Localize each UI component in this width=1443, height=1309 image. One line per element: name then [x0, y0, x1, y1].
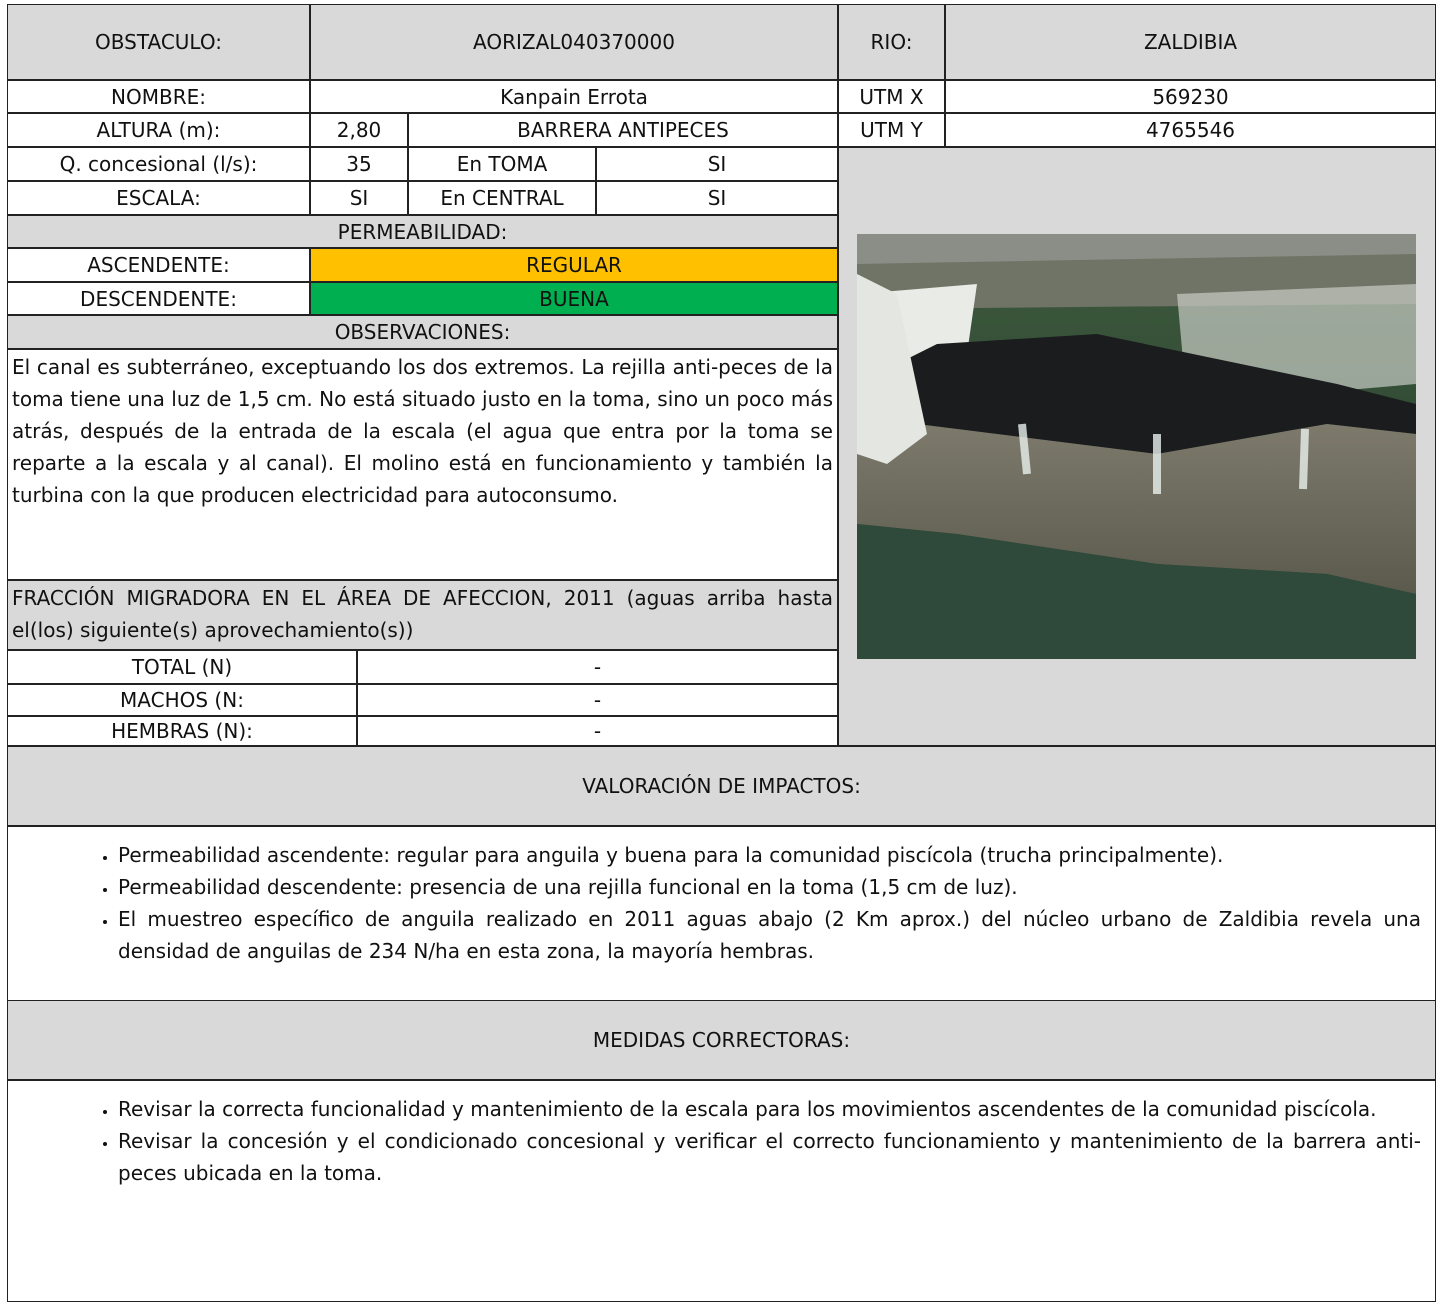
table-cell: MACHOS (N:: [7, 684, 357, 716]
table-cell: MEDIDAS CORRECTORAS:: [7, 1000, 1436, 1080]
table-cell: En TOMA: [408, 147, 596, 181]
bullet-item: Revisar la concesión y el condicionado c…: [118, 1125, 1421, 1189]
table-cell: 569230: [945, 80, 1436, 113]
table-cell: -: [357, 650, 838, 684]
table-cell: ESCALA:: [7, 181, 310, 215]
table-cell: PERMEABILIDAD:: [7, 215, 838, 248]
table-cell: OBSERVACIONES:: [7, 315, 838, 349]
table-cell: -: [357, 716, 838, 746]
table-cell: AORIZAL040370000: [310, 4, 838, 80]
bullet-list: Permeabilidad ascendente: regular para a…: [8, 839, 1435, 967]
table-cell: ALTURA (m):: [7, 113, 310, 147]
table-cell: ASCENDENTE:: [7, 248, 310, 282]
table-cell: Kanpain Errota: [310, 80, 838, 113]
table-cell: VALORACIÓN DE IMPACTOS:: [7, 746, 1436, 826]
table-cell: OBSTACULO:: [7, 4, 310, 80]
table-cell: TOTAL (N): [7, 650, 357, 684]
table-cell: SI: [596, 181, 838, 215]
table-cell: ZALDIBIA: [945, 4, 1436, 80]
table-cell: 2,80: [310, 113, 408, 147]
bullet-item: Permeabilidad descendente: presencia de …: [118, 871, 1421, 903]
table-cell: Q. concesional (l/s):: [7, 147, 310, 181]
table-cell: -: [357, 684, 838, 716]
table-cell: BUENA: [310, 282, 838, 315]
table-cell: SI: [596, 147, 838, 181]
table-cell: DESCENDENTE:: [7, 282, 310, 315]
table-cell: BARRERA ANTIPECES: [408, 113, 838, 147]
photo: [857, 234, 1416, 659]
bullet-item: Revisar la correcta funcionalidad y mant…: [118, 1093, 1421, 1125]
table-cell: SI: [310, 181, 408, 215]
bullet-section: Permeabilidad ascendente: regular para a…: [7, 826, 1436, 1001]
bullet-item: El muestreo específico de anguila realiz…: [118, 903, 1421, 967]
table-cell: UTM X: [838, 80, 945, 113]
table-cell: 35: [310, 147, 408, 181]
table-cell: FRACCIÓN MIGRADORA EN EL ÁREA DE AFECCIO…: [7, 580, 838, 650]
bullet-section: Revisar la correcta funcionalidad y mant…: [7, 1080, 1436, 1302]
table-cell: NOMBRE:: [7, 80, 310, 113]
table-cell: El canal es subterráneo, exceptuando los…: [7, 349, 838, 580]
table-cell: RIO:: [838, 4, 945, 80]
table-cell: 4765546: [945, 113, 1436, 147]
bullet-item: Permeabilidad ascendente: regular para a…: [118, 839, 1421, 871]
table-cell: HEMBRAS (N):: [7, 716, 357, 746]
table-cell: UTM Y: [838, 113, 945, 147]
bullet-list: Revisar la correcta funcionalidad y mant…: [8, 1093, 1435, 1189]
table-cell: En CENTRAL: [408, 181, 596, 215]
table-cell: REGULAR: [310, 248, 838, 282]
